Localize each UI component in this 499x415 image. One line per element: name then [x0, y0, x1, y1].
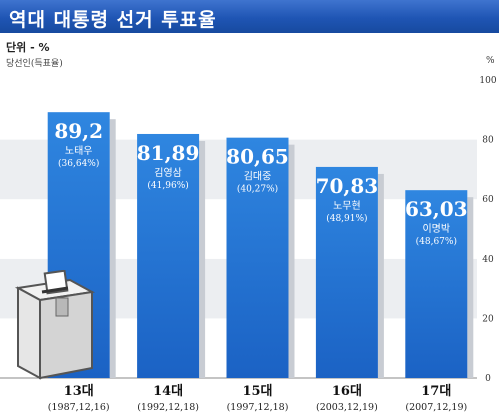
title-bar: 역대 대통령 선거 투표율	[0, 0, 499, 33]
bar-value-label: 81,89	[137, 141, 200, 165]
winner-name: 이명박	[422, 223, 450, 235]
category-label: 15대	[242, 384, 272, 399]
unit-label: 단위 - %	[6, 41, 50, 54]
winner-share: (41,96%)	[147, 180, 188, 191]
y-tick-label: 40	[482, 255, 494, 265]
election-date-label: (1992,12,18)	[137, 402, 199, 413]
bar	[405, 190, 468, 378]
bar	[137, 133, 200, 378]
chart-title: 역대 대통령 선거 투표율	[9, 9, 217, 31]
category-label: 17대	[421, 384, 451, 399]
bar-shadow	[467, 197, 474, 378]
bar-shadow	[199, 140, 206, 378]
bar	[315, 166, 378, 378]
category-label: 16대	[332, 384, 362, 399]
winner-name: 김대중	[244, 171, 272, 183]
election-date-label: (1987,12,16)	[48, 402, 110, 413]
y-tick-label: 60	[482, 195, 494, 205]
bar	[226, 137, 289, 378]
winner-share: (40,27%)	[237, 184, 278, 195]
y-tick-label: 80	[482, 136, 494, 146]
election-date-label: (1997,12,18)	[227, 402, 289, 413]
winner-name: 노태우	[65, 145, 93, 157]
bar-value-label: 80,65	[226, 145, 289, 169]
election-date-label: (2007,12,19)	[405, 402, 467, 413]
category-label: 14대	[153, 384, 183, 399]
bar-shadow	[288, 144, 295, 378]
bar-shadow	[109, 119, 116, 379]
winner-name: 김영삼	[154, 167, 182, 179]
percent-axis-label: %	[486, 56, 495, 66]
winner-share: (48,91%)	[326, 213, 367, 224]
y-tick-label: 100	[479, 76, 496, 86]
winner-share-caption: 당선인(득표율)	[6, 59, 63, 69]
y-tick-label: 0	[485, 374, 491, 384]
bar-shadow	[377, 173, 384, 378]
y-tick-label: 20	[482, 314, 494, 324]
bar-value-label: 70,83	[316, 174, 379, 198]
ballot-box-icon	[14, 270, 96, 380]
category-label: 13대	[64, 384, 94, 399]
bar-value-label: 89,2	[54, 119, 103, 143]
winner-share: (36,64%)	[58, 158, 99, 169]
winner-name: 노무현	[333, 200, 361, 212]
winner-share: (48,67%)	[416, 236, 457, 247]
bar-value-label: 63,03	[405, 197, 468, 221]
election-date-label: (2003,12,19)	[316, 402, 378, 413]
